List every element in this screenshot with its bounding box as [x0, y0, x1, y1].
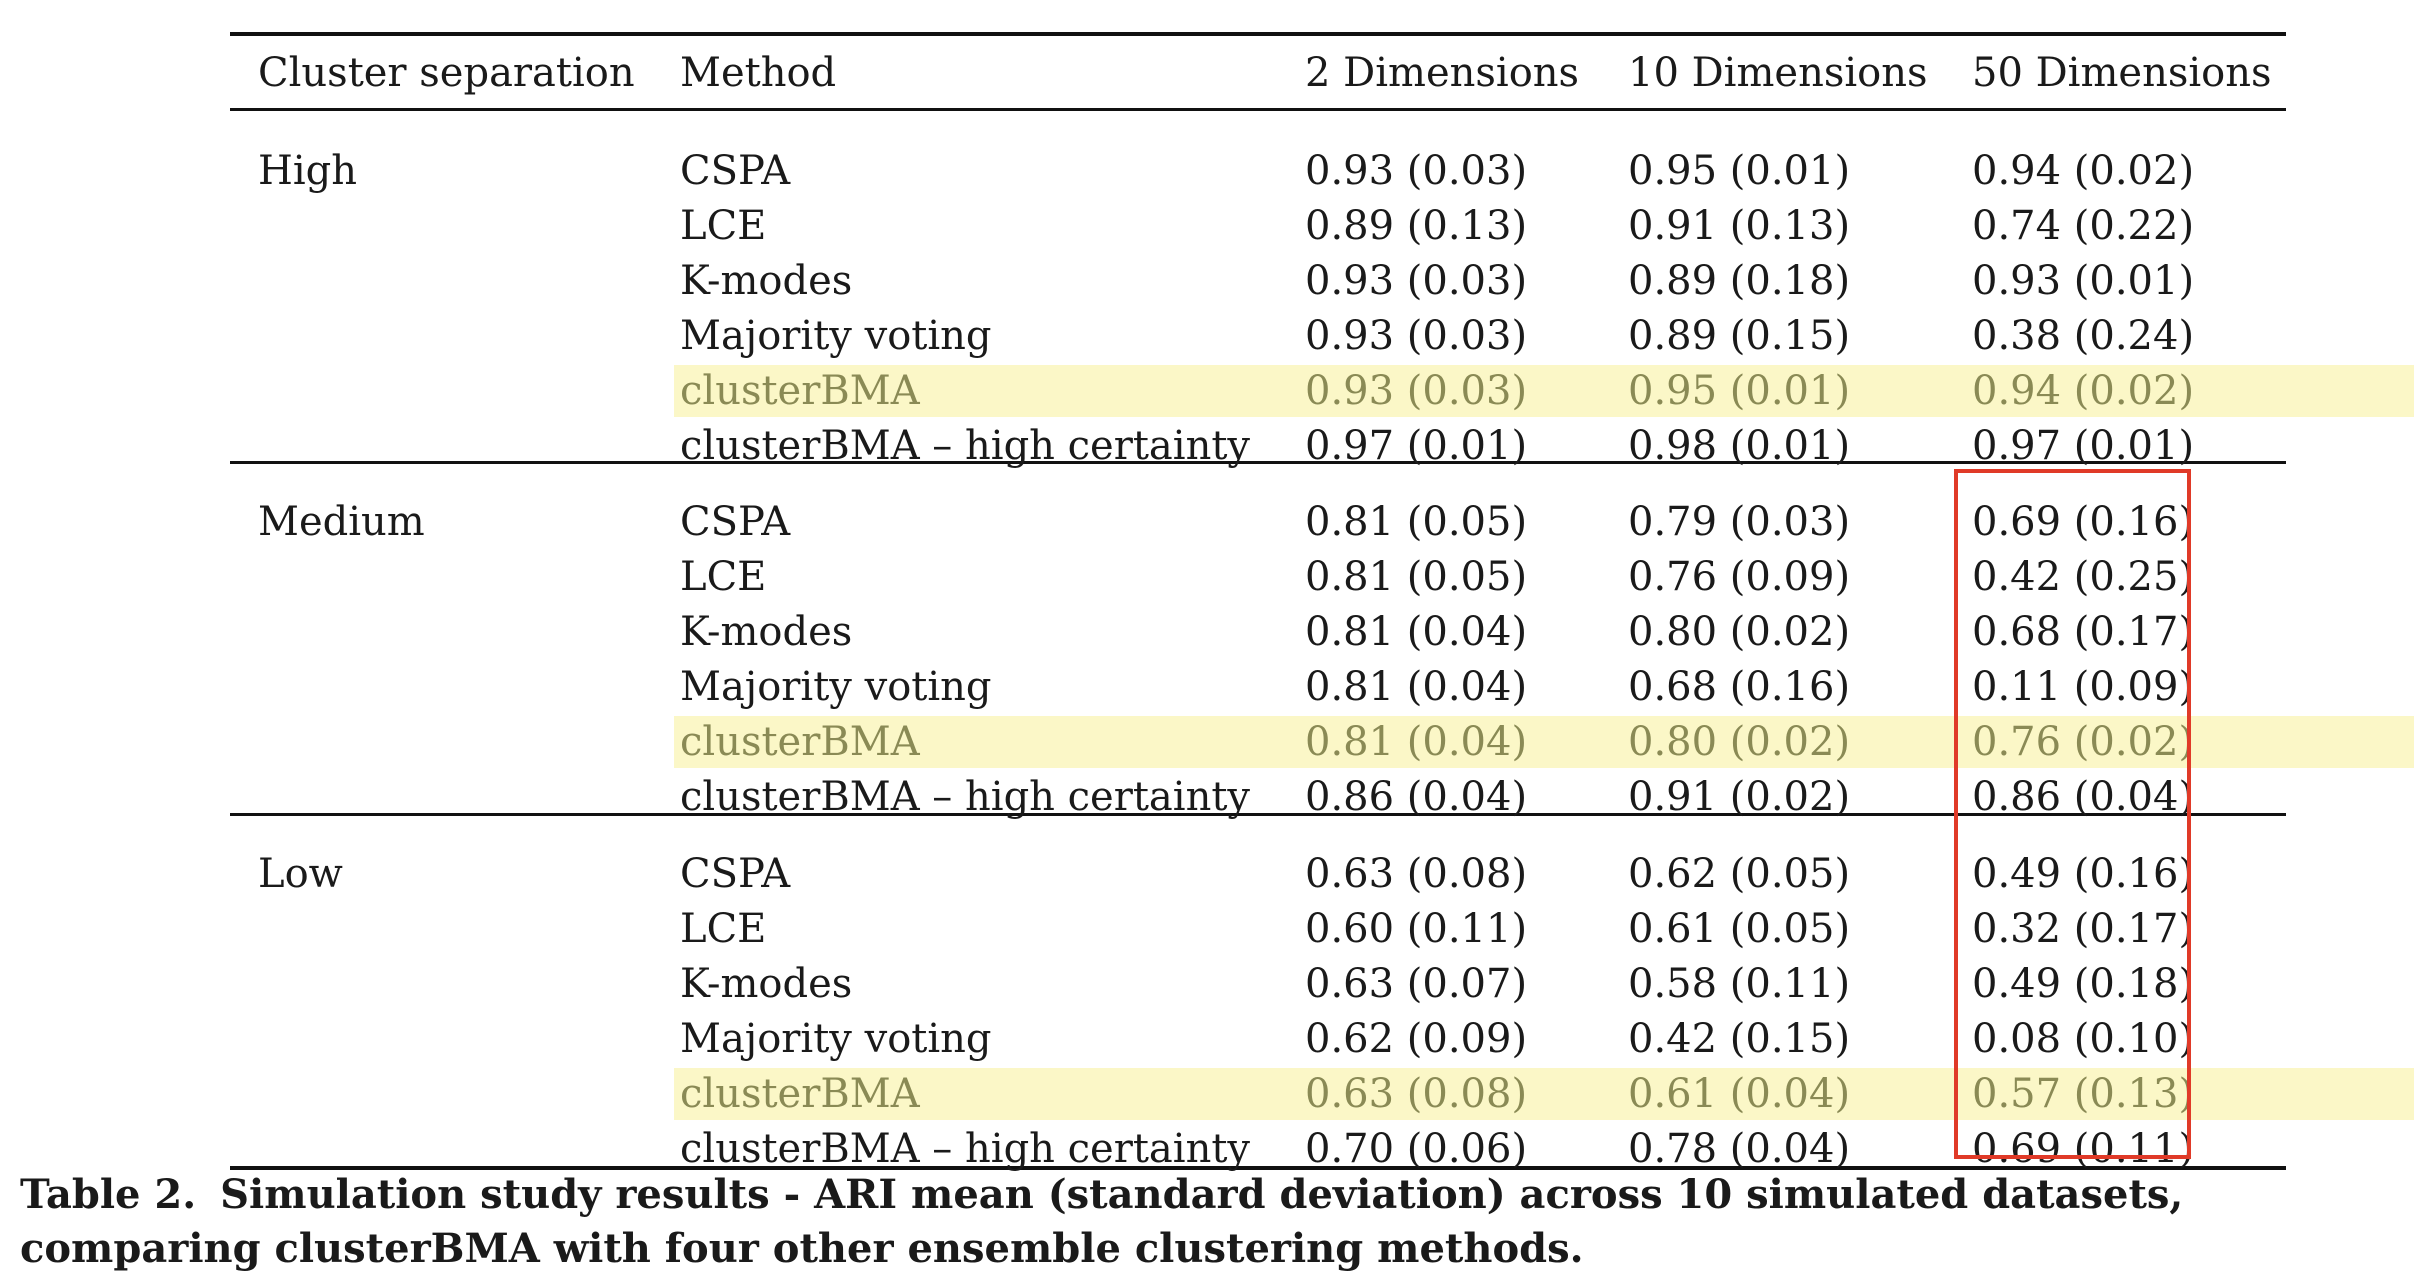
method-cell: CSPA	[680, 148, 791, 194]
method-cell: clusterBMA – high certainty	[680, 423, 1250, 469]
value-cell: 0.93 (0.03)	[1305, 368, 1528, 414]
value-cell: 0.95 (0.01)	[1628, 148, 1851, 194]
method-cell: LCE	[680, 203, 767, 249]
column-header: 10 Dimensions	[1628, 50, 1928, 96]
value-cell: 0.58 (0.11)	[1628, 961, 1851, 1007]
column-header: Cluster separation	[258, 50, 635, 96]
value-cell: 0.61 (0.04)	[1628, 1071, 1851, 1117]
value-cell: 0.74 (0.22)	[1972, 203, 2195, 249]
value-cell: 0.89 (0.13)	[1305, 203, 1528, 249]
value-cell: 0.70 (0.06)	[1305, 1126, 1528, 1172]
value-cell: 0.69 (0.16)	[1972, 499, 2195, 545]
value-cell: 0.08 (0.10)	[1972, 1016, 2195, 1062]
value-cell: 0.38 (0.24)	[1972, 313, 2195, 359]
value-cell: 0.98 (0.01)	[1628, 423, 1851, 469]
value-cell: 0.86 (0.04)	[1972, 774, 2195, 820]
method-cell: clusterBMA – high certainty	[680, 1126, 1250, 1172]
value-cell: 0.69 (0.11)	[1972, 1126, 2195, 1172]
method-cell: clusterBMA	[680, 1071, 920, 1117]
value-cell: 0.81 (0.04)	[1305, 719, 1528, 765]
method-cell: clusterBMA	[680, 719, 920, 765]
value-cell: 0.68 (0.16)	[1628, 664, 1851, 710]
value-cell: 0.61 (0.05)	[1628, 906, 1851, 952]
value-cell: 0.68 (0.17)	[1972, 609, 2195, 655]
value-cell: 0.93 (0.03)	[1305, 258, 1528, 304]
method-cell: Majority voting	[680, 664, 992, 710]
highlight-red-box	[1954, 469, 2191, 1159]
value-cell: 0.42 (0.25)	[1972, 554, 2195, 600]
value-cell: 0.60 (0.11)	[1305, 906, 1528, 952]
value-cell: 0.91 (0.02)	[1628, 774, 1851, 820]
row-highlight	[674, 716, 2414, 768]
column-header: 50 Dimensions	[1972, 50, 2272, 96]
method-cell: Majority voting	[680, 313, 992, 359]
value-cell: 0.91 (0.13)	[1628, 203, 1851, 249]
value-cell: 0.62 (0.09)	[1305, 1016, 1528, 1062]
method-cell: Majority voting	[680, 1016, 992, 1062]
value-cell: 0.49 (0.16)	[1972, 851, 2195, 897]
table-rule-0	[230, 32, 2286, 36]
value-cell: 0.80 (0.02)	[1628, 719, 1851, 765]
value-cell: 0.81 (0.04)	[1305, 664, 1528, 710]
value-cell: 0.97 (0.01)	[1305, 423, 1528, 469]
value-cell: 0.62 (0.05)	[1628, 851, 1851, 897]
table-caption: Table 2. Simulation study results - ARI m…	[20, 1168, 2420, 1276]
value-cell: 0.94 (0.02)	[1972, 148, 2195, 194]
value-cell: 0.97 (0.01)	[1972, 423, 2195, 469]
row-highlight	[674, 365, 2414, 417]
table-rule-1	[230, 108, 2286, 111]
table-rule-3	[230, 813, 2286, 816]
value-cell: 0.76 (0.09)	[1628, 554, 1851, 600]
method-cell: K-modes	[680, 258, 853, 304]
value-cell: 0.49 (0.18)	[1972, 961, 2195, 1007]
method-cell: K-modes	[680, 961, 853, 1007]
method-cell: LCE	[680, 906, 767, 952]
value-cell: 0.81 (0.04)	[1305, 609, 1528, 655]
value-cell: 0.93 (0.01)	[1972, 258, 2195, 304]
value-cell: 0.80 (0.02)	[1628, 609, 1851, 655]
method-cell: CSPA	[680, 851, 791, 897]
value-cell: 0.93 (0.03)	[1305, 148, 1528, 194]
table-rule-4	[230, 1166, 2286, 1170]
value-cell: 0.63 (0.07)	[1305, 961, 1528, 1007]
separation-label: Medium	[258, 499, 425, 545]
value-cell: 0.57 (0.13)	[1972, 1071, 2195, 1117]
separation-label: Low	[258, 851, 343, 897]
method-cell: K-modes	[680, 609, 853, 655]
value-cell: 0.93 (0.03)	[1305, 313, 1528, 359]
separation-label: High	[258, 148, 358, 194]
value-cell: 0.76 (0.02)	[1972, 719, 2195, 765]
value-cell: 0.81 (0.05)	[1305, 554, 1528, 600]
value-cell: 0.79 (0.03)	[1628, 499, 1851, 545]
value-cell: 0.89 (0.18)	[1628, 258, 1851, 304]
value-cell: 0.11 (0.09)	[1972, 664, 2195, 710]
table-rule-2	[230, 461, 2286, 464]
value-cell: 0.94 (0.02)	[1972, 368, 2195, 414]
value-cell: 0.95 (0.01)	[1628, 368, 1851, 414]
caption-text: Simulation study results - ARI mean (sta…	[20, 1171, 2184, 1272]
value-cell: 0.89 (0.15)	[1628, 313, 1851, 359]
method-cell: clusterBMA	[680, 368, 920, 414]
column-header: 2 Dimensions	[1305, 50, 1580, 96]
value-cell: 0.63 (0.08)	[1305, 1071, 1528, 1117]
row-highlight	[674, 1068, 2414, 1120]
method-cell: LCE	[680, 554, 767, 600]
method-cell: CSPA	[680, 499, 791, 545]
caption-label: Table 2.	[20, 1171, 197, 1218]
value-cell: 0.78 (0.04)	[1628, 1126, 1851, 1172]
value-cell: 0.81 (0.05)	[1305, 499, 1528, 545]
method-cell: clusterBMA – high certainty	[680, 774, 1250, 820]
value-cell: 0.86 (0.04)	[1305, 774, 1528, 820]
value-cell: 0.32 (0.17)	[1972, 906, 2195, 952]
value-cell: 0.63 (0.08)	[1305, 851, 1528, 897]
column-header: Method	[680, 50, 837, 96]
value-cell: 0.42 (0.15)	[1628, 1016, 1851, 1062]
